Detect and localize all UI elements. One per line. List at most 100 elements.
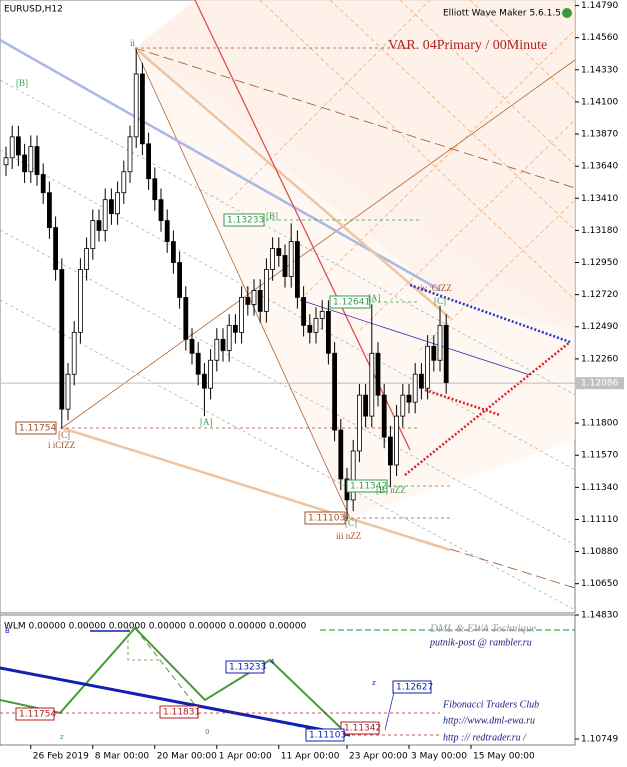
candle-body	[425, 345, 431, 389]
subtitle: Elliott Wave Maker 5.6.1.5	[443, 9, 561, 19]
candle-body	[294, 241, 300, 298]
y-tick-label: 1.14330	[581, 65, 618, 75]
candle-body	[59, 269, 65, 410]
candle-body	[332, 352, 338, 431]
candle-body	[412, 373, 418, 403]
candle-body	[47, 192, 52, 229]
candle-body	[214, 338, 220, 361]
indicator-box	[392, 680, 432, 694]
candle-body	[177, 262, 183, 298]
x-tick-label: 26 Feb 2019	[33, 752, 89, 762]
indicator-label: B	[5, 627, 10, 635]
indicator-label: 0	[205, 728, 209, 736]
price-box-label: 1.11754	[19, 424, 56, 434]
candle-body	[34, 146, 40, 175]
icon	[562, 8, 572, 18]
indicator-box	[15, 707, 55, 721]
candle-body	[381, 394, 387, 438]
price-box-label: 1.11342	[350, 482, 387, 492]
candle-body	[84, 248, 89, 270]
x-tick-label: 20 Mar 00:00	[157, 752, 217, 762]
candle-body	[276, 248, 282, 256]
candle-body	[170, 241, 176, 263]
x-tick-label: 8 Mar 00:00	[95, 752, 150, 762]
candle-body	[226, 324, 232, 351]
price-box	[329, 295, 371, 309]
wave-label: iii nZZ	[336, 531, 361, 541]
candle-body	[319, 310, 325, 319]
credit: Fibonacci Traders Club	[442, 699, 539, 710]
wave-label: [C]	[434, 296, 446, 306]
candle-body	[251, 290, 257, 305]
y-tick-label: 1.14790	[581, 1, 618, 11]
candle-body	[96, 220, 102, 231]
candle-body	[3, 157, 9, 166]
candle-body	[158, 199, 164, 222]
y-tick-label: 1.10880	[581, 547, 618, 557]
price-box-label: 1.13233	[227, 216, 264, 226]
wave-label: [A]	[200, 417, 213, 427]
credit: putnik-post @ rambler.ru	[429, 637, 532, 648]
candle-body	[9, 136, 15, 159]
price-box-label: 1.12641	[333, 298, 370, 308]
indicator-box-label: 1.11103	[309, 731, 346, 741]
candle-body	[208, 359, 214, 389]
wave-label: [C]	[58, 430, 70, 440]
candle-body	[133, 73, 139, 138]
candle-body	[183, 297, 189, 340]
candle-body	[195, 352, 201, 375]
price-box-label: 1.11103	[308, 514, 345, 524]
x-tick-label: 11 Apr 00:00	[281, 752, 340, 762]
candle-body	[102, 199, 108, 231]
candle-body	[201, 373, 207, 389]
candle-body	[78, 269, 83, 333]
candle-body	[313, 317, 319, 333]
indicator-box-label: 1.11342	[344, 724, 381, 734]
indicator-label: z	[60, 733, 64, 741]
wave-label: ii	[130, 38, 136, 48]
y-tick-label: 1.11800	[581, 419, 618, 429]
candle-body	[301, 297, 307, 326]
y-tick-label: 1.13640	[581, 162, 618, 172]
candle-body	[239, 297, 245, 333]
candle-body	[263, 269, 269, 312]
candle-body	[325, 310, 331, 354]
indicator-title: WLM 0.00000 0.00000 0.00000 0.00000 0.00…	[4, 622, 306, 632]
wave-label: [B] nZZ	[376, 485, 406, 495]
candle-body	[232, 324, 238, 333]
candle-body	[121, 171, 127, 194]
chart-title: EURUSD,H12	[4, 5, 63, 15]
price-box	[304, 511, 346, 525]
y-tick-label: 1.13410	[581, 194, 618, 204]
wave-label: iv :CfZZ	[420, 283, 452, 293]
indicator-label: z	[372, 679, 376, 687]
candle-body	[394, 415, 400, 466]
credit: DML & EWA Technique	[429, 623, 536, 635]
indicator-box-label: 1.11754	[19, 710, 56, 720]
candle-body	[189, 338, 195, 354]
candle-body	[109, 199, 114, 215]
price-box	[223, 213, 265, 227]
candle-body	[387, 436, 393, 466]
x-tick-label: 1 Apr 00:00	[219, 752, 272, 762]
x-tick-label: 3 May 00:00	[411, 752, 467, 762]
wave-label: i iCfZZ	[48, 440, 75, 450]
candle-body	[443, 324, 449, 384]
wave-label: [C]	[345, 518, 357, 528]
y-tick-label: 1.11340	[581, 483, 618, 493]
candle-body	[220, 338, 226, 351]
candle-body	[431, 345, 437, 361]
y-tick-label: 1.12720	[581, 290, 618, 300]
candle-body	[245, 297, 251, 305]
candle-body	[164, 220, 170, 242]
price-box	[346, 479, 388, 493]
candle-body	[146, 143, 152, 180]
candle-body	[406, 394, 412, 403]
y-tick-label: 1.12950	[581, 258, 618, 268]
y-tick-label: 1.14830	[581, 611, 618, 621]
indicator-box-label: 1.11831	[163, 708, 200, 718]
candle-body	[363, 394, 369, 417]
candle-body	[350, 450, 356, 501]
y-tick-label: 1.12260	[581, 354, 618, 364]
decor	[0, 0, 576, 746]
